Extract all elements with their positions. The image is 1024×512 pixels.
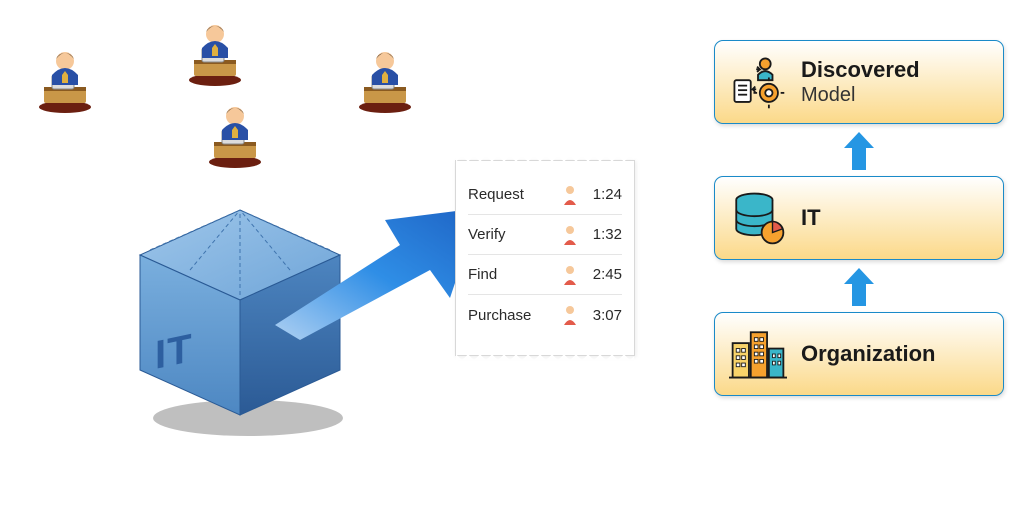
- receipt-time: 3:07: [584, 307, 622, 324]
- card-it: IT: [714, 176, 1004, 260]
- worker-icon-3: [200, 100, 270, 170]
- cards-stack: Discovered Model IT: [714, 40, 1004, 396]
- database-icon: [729, 189, 787, 247]
- person-icon: [562, 225, 578, 245]
- receipt-row: Verify 1:32: [468, 215, 622, 255]
- receipt-label: Purchase: [468, 307, 556, 324]
- receipt-row: Request 1:24: [468, 175, 622, 215]
- receipt-time: 1:24: [584, 186, 622, 203]
- buildings-icon: [729, 325, 787, 383]
- card-title: Discovered: [801, 57, 920, 83]
- worker-icon-4: [350, 45, 420, 115]
- card-organization: Organization: [714, 312, 1004, 396]
- person-icon: [562, 185, 578, 205]
- cube-label: IT: [155, 326, 193, 379]
- up-arrow-icon: [844, 132, 874, 170]
- event-log-receipt: Request 1:24 Verify 1:32 Find 2:45 Purch…: [455, 160, 635, 356]
- receipt-row: Purchase 3:07: [468, 295, 622, 335]
- up-arrow-icon: [844, 268, 874, 306]
- receipt-time: 1:32: [584, 226, 622, 243]
- receipt-label: Verify: [468, 226, 556, 243]
- person-icon: [562, 265, 578, 285]
- person-icon: [562, 305, 578, 325]
- worker-icon-1: [30, 45, 100, 115]
- receipt-row: Find 2:45: [468, 255, 622, 295]
- receipt-label: Find: [468, 266, 556, 283]
- card-subtitle: Model: [801, 83, 920, 107]
- card-title: IT: [801, 205, 821, 231]
- receipt-time: 2:45: [584, 266, 622, 283]
- process-model-icon: [729, 53, 787, 111]
- card-discovered-model: Discovered Model: [714, 40, 1004, 124]
- worker-icon-2: [180, 18, 250, 88]
- receipt-label: Request: [468, 186, 556, 203]
- card-title: Organization: [801, 341, 935, 367]
